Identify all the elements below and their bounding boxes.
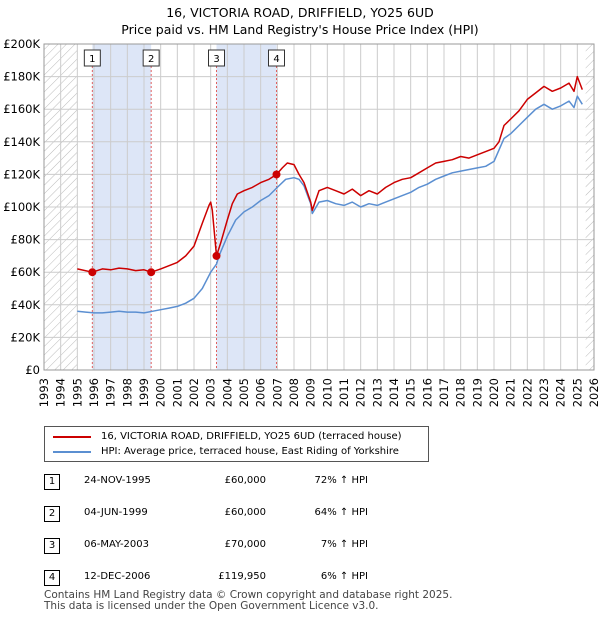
- x-tick-label: 1993: [37, 378, 51, 407]
- x-tick-label: 2022: [520, 378, 534, 407]
- sale-marker-label: 3: [213, 54, 219, 65]
- x-tick-label: 2005: [237, 378, 251, 407]
- x-tick-label: 2002: [187, 378, 201, 407]
- title-address: 16, VICTORIA ROAD, DRIFFIELD, YO25 6UD: [166, 5, 434, 20]
- x-tick-label: 2012: [354, 378, 368, 407]
- x-tick-label: 2026: [587, 378, 600, 407]
- sale-hpi-diff: 64% ↑ HPI: [314, 507, 368, 518]
- sale-date: 24-NOV-1995: [84, 475, 151, 486]
- y-tick-label: £140K: [3, 135, 40, 149]
- x-tick-label: 2000: [154, 378, 168, 407]
- x-tick-label: 2019: [470, 378, 484, 407]
- y-tick-label: £20K: [11, 330, 41, 344]
- property-price-line: [77, 75, 584, 273]
- sale-price: £60,000: [224, 475, 266, 486]
- sale-point: [147, 268, 156, 277]
- y-tick-label: £0: [25, 363, 40, 377]
- x-tick-label: 2023: [537, 378, 551, 407]
- sale-marker-label: 2: [148, 54, 154, 65]
- sale-hpi-diff: 72% ↑ HPI: [314, 475, 368, 486]
- sale-date: 06-MAY-2003: [84, 539, 150, 550]
- sale-number-badge: 2: [44, 506, 60, 522]
- legend-swatch-property: [53, 436, 91, 438]
- x-tick-label: 2003: [204, 378, 218, 407]
- x-tick-label: 1994: [54, 378, 68, 407]
- x-tick-label: 1996: [87, 378, 101, 407]
- sale-point: [88, 268, 97, 277]
- y-tick-label: £100K: [3, 200, 40, 214]
- sale-marker-box: [142, 49, 160, 67]
- x-tick-label: 2010: [320, 378, 334, 407]
- x-tick-label: 1999: [137, 378, 151, 407]
- x-tick-label: 2007: [270, 378, 284, 407]
- sale-hpi-diff: 7% ↑ HPI: [320, 539, 368, 550]
- x-tick-label: 1998: [120, 378, 134, 407]
- sale-date: 04-JUN-1999: [84, 507, 148, 518]
- y-tick-label: £200K: [3, 37, 40, 51]
- footer-line-licence: This data is licensed under the Open Gov…: [44, 600, 379, 612]
- sale-marker-label: 1: [89, 54, 95, 65]
- legend-swatch-hpi: [53, 451, 91, 453]
- sale-marker-label: 4: [273, 54, 279, 65]
- y-tick-label: £120K: [3, 167, 40, 181]
- x-tick-label: 2015: [404, 378, 418, 407]
- x-tick-label: 2017: [437, 378, 451, 407]
- title-subtitle: Price paid vs. HM Land Registry's House …: [121, 22, 479, 37]
- legend-label-hpi: HPI: Average price, terraced house, East…: [101, 446, 399, 457]
- x-tick-label: 2013: [370, 378, 384, 407]
- y-tick-label: £160K: [3, 102, 40, 116]
- chart-title: 16, VICTORIA ROAD, DRIFFIELD, YO25 6UD P…: [0, 4, 600, 38]
- sale-hpi-diff: 6% ↑ HPI: [320, 571, 368, 582]
- sale-marker-box: [83, 49, 101, 67]
- y-tick-label: £60K: [11, 265, 41, 279]
- sale-price: £70,000: [224, 539, 266, 550]
- sale-price: £119,950: [218, 571, 266, 582]
- x-tick-label: 2001: [170, 378, 184, 407]
- x-tick-label: 2025: [570, 378, 584, 407]
- x-tick-label: 2004: [220, 378, 234, 407]
- x-tick-label: 1997: [104, 378, 118, 407]
- sale-point: [272, 170, 281, 179]
- footer-line-copyright: Contains HM Land Registry data © Crown c…: [44, 589, 453, 601]
- sale-row: 3 06-MAY-2003 £70,000 7% ↑ HPI: [44, 538, 404, 554]
- hpi-line: [77, 95, 583, 314]
- x-tick-label: 2009: [304, 378, 318, 407]
- sale-date: 12-DEC-2006: [84, 571, 151, 582]
- sale-number-badge: 3: [44, 538, 60, 554]
- x-tick-label: 2006: [254, 378, 268, 407]
- x-tick-label: 2008: [287, 378, 301, 407]
- x-tick-label: 1995: [70, 378, 84, 407]
- footer-attribution: Contains HM Land Registry data © Crown c…: [44, 590, 452, 612]
- plot-frame: [43, 43, 595, 371]
- sale-number-badge: 4: [44, 570, 60, 586]
- sale-marker-box: [268, 49, 285, 67]
- x-tick-label: 2011: [337, 378, 351, 407]
- x-tick-label: 2014: [387, 378, 401, 407]
- y-tick-label: £80K: [11, 233, 41, 247]
- x-tick-label: 2021: [504, 378, 518, 407]
- sale-row: 2 04-JUN-1999 £60,000 64% ↑ HPI: [44, 506, 404, 522]
- y-tick-label: £180K: [3, 70, 40, 84]
- x-tick-label: 2016: [420, 378, 434, 407]
- sale-row: 4 12-DEC-2006 £119,950 6% ↑ HPI: [44, 570, 404, 586]
- sale-point: [212, 251, 221, 260]
- sale-marker-box: [208, 49, 225, 67]
- x-tick-label: 2018: [454, 378, 468, 407]
- x-tick-label: 2024: [554, 378, 568, 407]
- sale-price: £60,000: [224, 507, 266, 518]
- x-tick-label: 2020: [487, 378, 501, 407]
- legend: 16, VICTORIA ROAD, DRIFFIELD, YO25 6UD (…: [44, 426, 429, 462]
- y-tick-label: £40K: [11, 298, 41, 312]
- legend-label-property: 16, VICTORIA ROAD, DRIFFIELD, YO25 6UD (…: [101, 431, 402, 442]
- sale-number-badge: 1: [44, 474, 60, 490]
- sale-row: 1 24-NOV-1995 £60,000 72% ↑ HPI: [44, 474, 404, 490]
